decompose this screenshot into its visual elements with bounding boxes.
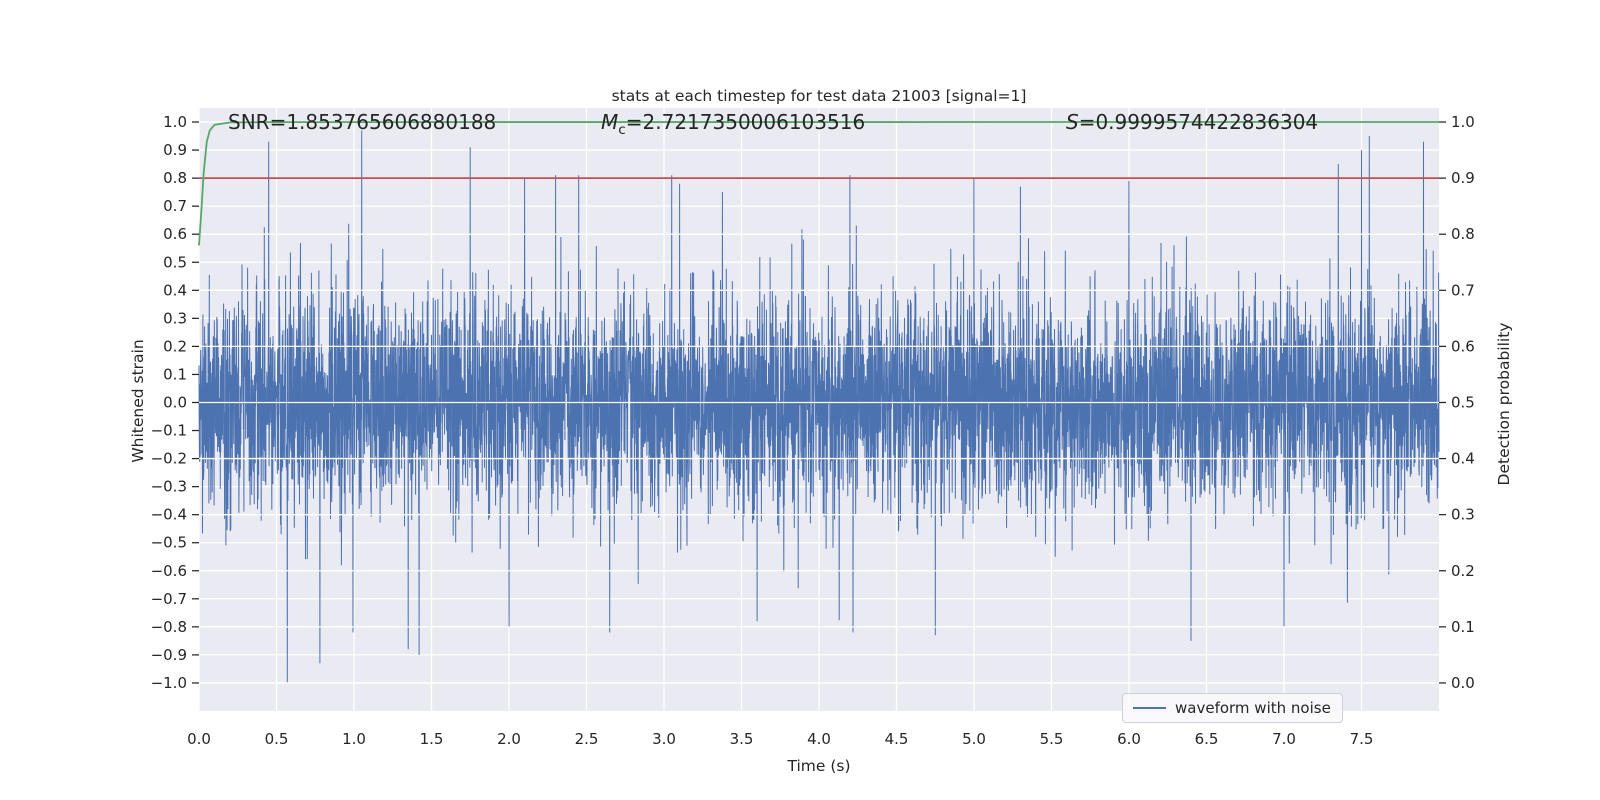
y-tick-label-left: 0.4 [163, 281, 187, 299]
y-tick-label-left: 0.8 [163, 169, 187, 187]
x-tick-label: 4.0 [807, 730, 831, 748]
x-tick-label: 7.0 [1272, 730, 1296, 748]
x-tick-label: 0.0 [187, 730, 211, 748]
x-tick-label: 1.0 [342, 730, 366, 748]
legend-line-swatch [1133, 707, 1166, 709]
y-tick-label-left: 0.3 [163, 309, 187, 327]
annotation-snr: SNR=1.853765606880188 [228, 110, 496, 134]
annotation-chirp-mass-symbol: M [601, 110, 619, 134]
y-tick-label-left: −0.2 [151, 450, 187, 468]
x-tick-label: 2.5 [575, 730, 599, 748]
x-tick-label: 6.0 [1117, 730, 1141, 748]
x-tick-label: 7.5 [1350, 730, 1374, 748]
y-tick-label-left: −0.7 [151, 590, 187, 608]
y-tick-label-left: −0.8 [151, 618, 187, 636]
x-tick-label: 2.0 [497, 730, 521, 748]
chart-title: stats at each timestep for test data 210… [611, 87, 1027, 105]
y-tick-label-left: −0.3 [151, 478, 187, 496]
y-tick-label-right: 0.4 [1451, 450, 1475, 468]
annotation-score-value: =0.9999574422836304 [1078, 110, 1319, 134]
y-tick-label-left: 0.1 [163, 365, 187, 383]
y-tick-label-right: 0.6 [1451, 337, 1475, 355]
x-axis-label: Time (s) [787, 757, 851, 775]
annotation-chirp-mass-subscript: c [618, 122, 626, 138]
y-tick-label-left: 0.7 [163, 197, 187, 215]
x-tick-label: 4.5 [885, 730, 909, 748]
x-tick-label: 3.5 [730, 730, 754, 748]
annotation-chirp-mass-value: =2.7217350006103516 [625, 110, 866, 134]
waveform-with-noise-series [198, 130, 1440, 684]
x-tick-label: 3.0 [652, 730, 676, 748]
annotation-chirp-mass: Mc=2.7217350006103516 [601, 110, 866, 137]
y-tick-label-right: 0.8 [1451, 225, 1475, 243]
annotation-snr-value: =1.853765606880188 [269, 110, 497, 134]
y-tick-label-left: 0.9 [163, 141, 187, 159]
x-tick-label: 1.5 [420, 730, 444, 748]
y-tick-label-left: −0.6 [151, 562, 187, 580]
y-tick-label-left: −0.1 [151, 422, 187, 440]
y-tick-label-left: −0.4 [151, 506, 187, 524]
y-tick-label-left: 0.2 [163, 337, 187, 355]
legend: waveform with noise [1122, 693, 1343, 723]
x-tick-label: 6.5 [1195, 730, 1219, 748]
y-tick-label-left: −0.9 [151, 646, 187, 664]
detection-probability-series [198, 121, 1440, 246]
y-axis-label-right: Detection probability [1495, 322, 1513, 486]
y-tick-label-left: 0.6 [163, 225, 187, 243]
y-axis-label-left: Whitened strain [129, 339, 147, 463]
y-tick-label-left: 0.0 [163, 393, 187, 411]
y-tick-label-right: 0.9 [1451, 169, 1475, 187]
y-tick-label-right: 0.5 [1451, 393, 1475, 411]
y-tick-label-right: 0.2 [1451, 562, 1475, 580]
y-tick-label-right: 1.0 [1451, 113, 1475, 131]
annotation-score-symbol: S [1066, 110, 1079, 134]
x-tick-label: 5.0 [962, 730, 986, 748]
y-tick-label-left: 1.0 [163, 113, 187, 131]
annotation-score: S=0.9999574422836304 [1066, 110, 1318, 134]
y-tick-label-left: −0.5 [151, 534, 187, 552]
y-tick-label-right: 0.7 [1451, 281, 1475, 299]
annotation-snr-symbol: SNR [228, 110, 270, 134]
y-tick-label-right: 0.3 [1451, 506, 1475, 524]
y-tick-label-left: −1.0 [151, 674, 187, 692]
x-tick-label: 5.5 [1040, 730, 1064, 748]
y-tick-label-right: 0.1 [1451, 618, 1475, 636]
y-tick-label-left: 0.5 [163, 253, 187, 271]
legend-label: waveform with noise [1175, 699, 1331, 717]
y-tick-label-right: 0.0 [1451, 674, 1475, 692]
x-tick-label: 0.5 [265, 730, 289, 748]
